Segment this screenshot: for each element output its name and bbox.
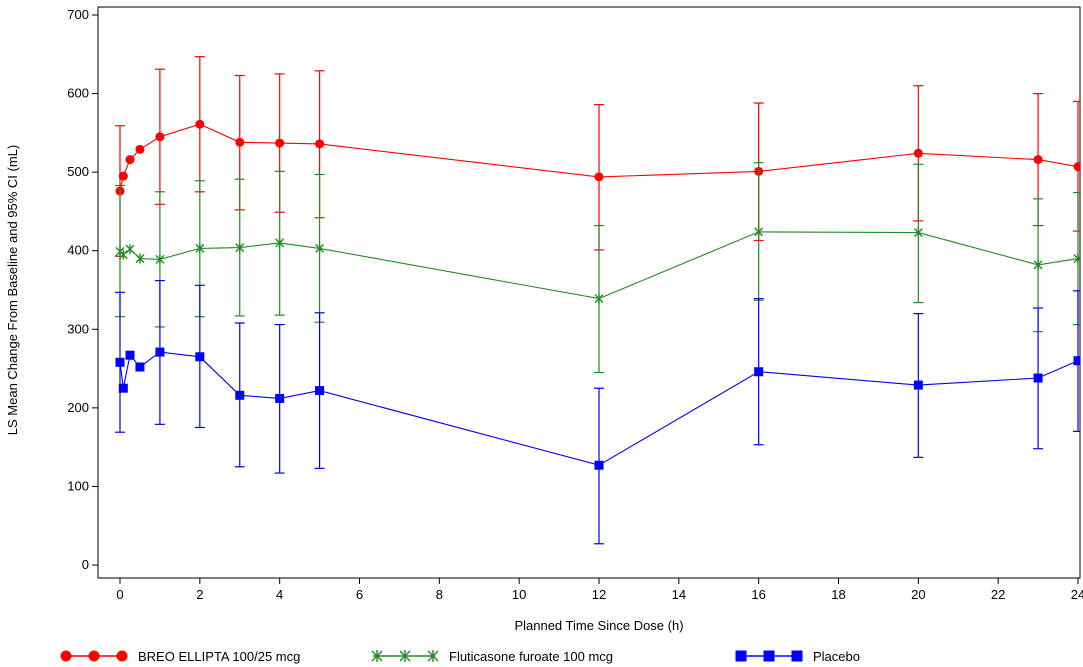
breo-data-point (118, 171, 128, 181)
x-tick-label: 8 (436, 587, 443, 602)
ff-data-point (195, 243, 205, 254)
y-tick-label: 400 (67, 243, 89, 258)
placebo-data-point (235, 390, 245, 400)
x-tick-label: 24 (1071, 587, 1083, 602)
legend-marker (427, 650, 439, 662)
x-tick-label: 6 (356, 587, 363, 602)
placebo-data-point (118, 383, 128, 393)
breo-data-point (195, 119, 205, 129)
legend-marker (735, 650, 747, 662)
y-tick-label: 0 (82, 557, 89, 572)
ff-data-point (1033, 259, 1043, 270)
legend-item-ff: Fluticasone furoate 100 mcg (371, 649, 613, 664)
ff-data-point (913, 227, 923, 238)
legend-label: BREO ELLIPTA 100/25 mcg (138, 649, 300, 664)
x-tick-label: 18 (831, 587, 845, 602)
x-tick-label: 14 (672, 587, 686, 602)
placebo-data-point (754, 367, 764, 377)
legend-marker (763, 650, 775, 662)
legend-marker (116, 650, 128, 662)
legend-marker (88, 650, 100, 662)
y-tick-label: 100 (67, 478, 89, 493)
x-tick-label: 4 (276, 587, 283, 602)
ff-data-point (754, 226, 764, 237)
breo-data-point (235, 137, 245, 147)
y-axis-title: LS Mean Change From Baseline and 95% CI … (5, 145, 20, 435)
x-tick-label: 16 (751, 587, 765, 602)
placebo-data-point (1033, 373, 1043, 383)
ff-data-point (135, 253, 145, 264)
ff-data-point (118, 249, 128, 260)
placebo-data-point (594, 460, 604, 470)
placebo-data-point (1073, 356, 1080, 366)
breo-data-point (1033, 155, 1043, 165)
breo-data-point (1073, 162, 1080, 172)
y-tick-label: 300 (67, 321, 89, 336)
breo-data-point (594, 172, 604, 182)
ff-series (115, 162, 1080, 374)
legend-marker (60, 650, 72, 662)
legend-marker (791, 650, 803, 662)
x-tick-label: 12 (592, 587, 606, 602)
y-tick-label: 500 (67, 164, 89, 179)
legend-marker (371, 650, 383, 662)
x-tick-label: 0 (116, 587, 123, 602)
breo-data-point (135, 144, 145, 154)
breo-data-point (275, 138, 285, 148)
x-tick-label: 2 (196, 587, 203, 602)
placebo-data-point (195, 352, 205, 362)
placebo-data-point (125, 350, 135, 360)
legend-item-breo: BREO ELLIPTA 100/25 mcg (60, 649, 300, 664)
ff-data-point (1073, 253, 1080, 264)
ff-data-point (275, 237, 285, 248)
placebo-data-point (115, 357, 125, 367)
breo-data-point (315, 139, 325, 149)
placebo-series (115, 279, 1080, 545)
ff-data-point (235, 242, 245, 253)
breo-data-point (125, 155, 135, 165)
ff-data-point (125, 244, 135, 255)
legend-label: Placebo (813, 649, 860, 664)
ff-data-point (315, 243, 325, 254)
x-axis-title: Planned Time Since Dose (h) (514, 618, 683, 633)
ff-data-point (594, 293, 604, 304)
placebo-data-point (315, 386, 325, 396)
y-tick-label: 200 (67, 400, 89, 415)
placebo-data-point (275, 393, 285, 403)
ff-data-point (155, 254, 165, 265)
x-tick-label: 20 (911, 587, 925, 602)
y-tick-label: 600 (67, 86, 89, 101)
plot-frame (97, 6, 1081, 579)
breo-data-point (155, 132, 165, 142)
x-tick-label: 22 (991, 587, 1005, 602)
breo-data-point (913, 148, 923, 158)
placebo-data-point (135, 362, 145, 372)
x-tick-label: 10 (512, 587, 526, 602)
y-tick-label: 700 (67, 7, 89, 22)
placebo-data-point (913, 380, 923, 390)
legend-item-placebo: Placebo (735, 649, 860, 664)
legend-label: Fluticasone furoate 100 mcg (449, 649, 613, 664)
plot-data (115, 56, 1080, 545)
placebo-data-point (155, 347, 165, 357)
legend-marker (399, 650, 411, 662)
